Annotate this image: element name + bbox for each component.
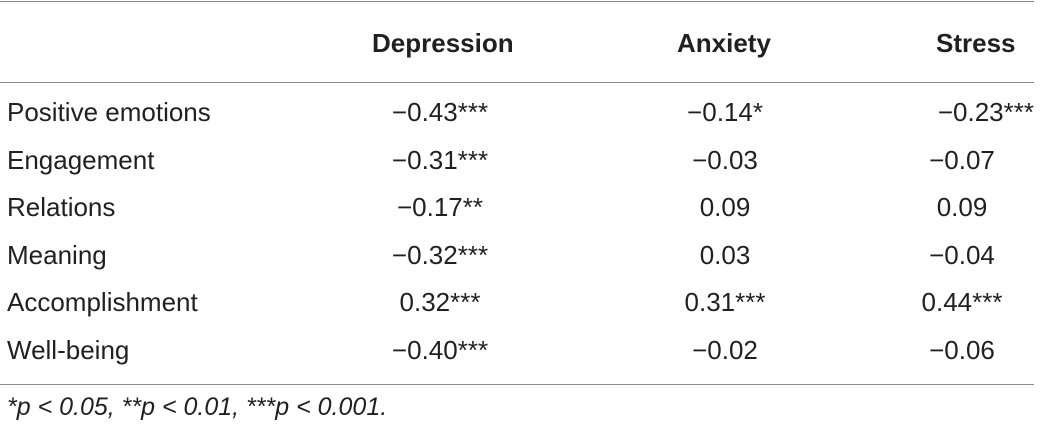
table-row: Relations −0.17** 0.09 0.09 bbox=[0, 185, 1040, 233]
cell-depression: 0.32*** bbox=[399, 287, 481, 317]
column-header-anxiety: Anxiety bbox=[677, 28, 771, 58]
table-row: Accomplishment 0.32*** 0.31*** 0.44*** bbox=[0, 280, 1040, 328]
cell-anxiety: −0.03 bbox=[692, 144, 758, 175]
cell-depression: −0.17** bbox=[396, 192, 484, 222]
cell-anxiety: 0.31*** bbox=[684, 287, 766, 317]
cell-stress: 0.44*** bbox=[921, 287, 1003, 317]
cell-stress: −0.23*** bbox=[937, 97, 1034, 127]
table-body: Positive emotions −0.43*** −0.14* −0.23*… bbox=[0, 90, 1040, 375]
cell-stress: −0.07 bbox=[929, 144, 995, 175]
cell-anxiety: 0.09 bbox=[699, 192, 751, 222]
table-footnote: *p < 0.05, **p < 0.01, ***p < 0.001. bbox=[7, 393, 388, 421]
row-label: Relations bbox=[7, 192, 116, 222]
cell-depression: −0.32*** bbox=[391, 239, 489, 270]
bottom-rule bbox=[0, 384, 1034, 385]
row-label: Well-being bbox=[7, 334, 130, 365]
row-label: Engagement bbox=[7, 144, 155, 175]
cell-stress: −0.04 bbox=[929, 239, 995, 270]
table-row: Engagement −0.31*** −0.03 −0.07 bbox=[0, 138, 1040, 186]
table-row: Well-being −0.40*** −0.02 −0.06 bbox=[0, 328, 1040, 376]
row-label: Accomplishment bbox=[7, 287, 198, 317]
cell-stress: 0.09 bbox=[936, 192, 988, 222]
cell-anxiety: −0.02 bbox=[692, 334, 758, 365]
header-rule bbox=[0, 82, 1034, 83]
top-rule bbox=[0, 1, 1034, 2]
row-label: Positive emotions bbox=[7, 97, 211, 127]
column-header-stress: Stress bbox=[936, 28, 1016, 58]
cell-anxiety: 0.03 bbox=[699, 239, 751, 270]
table-row: Meaning −0.32*** 0.03 −0.04 bbox=[0, 233, 1040, 281]
cell-stress: −0.06 bbox=[929, 334, 995, 365]
table-row: Positive emotions −0.43*** −0.14* −0.23*… bbox=[0, 90, 1040, 138]
cell-anxiety: −0.14* bbox=[687, 97, 763, 127]
column-header-depression: Depression bbox=[372, 28, 514, 58]
cell-depression: −0.40*** bbox=[391, 334, 489, 365]
cell-depression: −0.31*** bbox=[391, 144, 489, 175]
table-header: Depression Anxiety Stress bbox=[0, 22, 1040, 62]
cell-depression: −0.43*** bbox=[391, 97, 489, 127]
row-label: Meaning bbox=[7, 239, 107, 270]
